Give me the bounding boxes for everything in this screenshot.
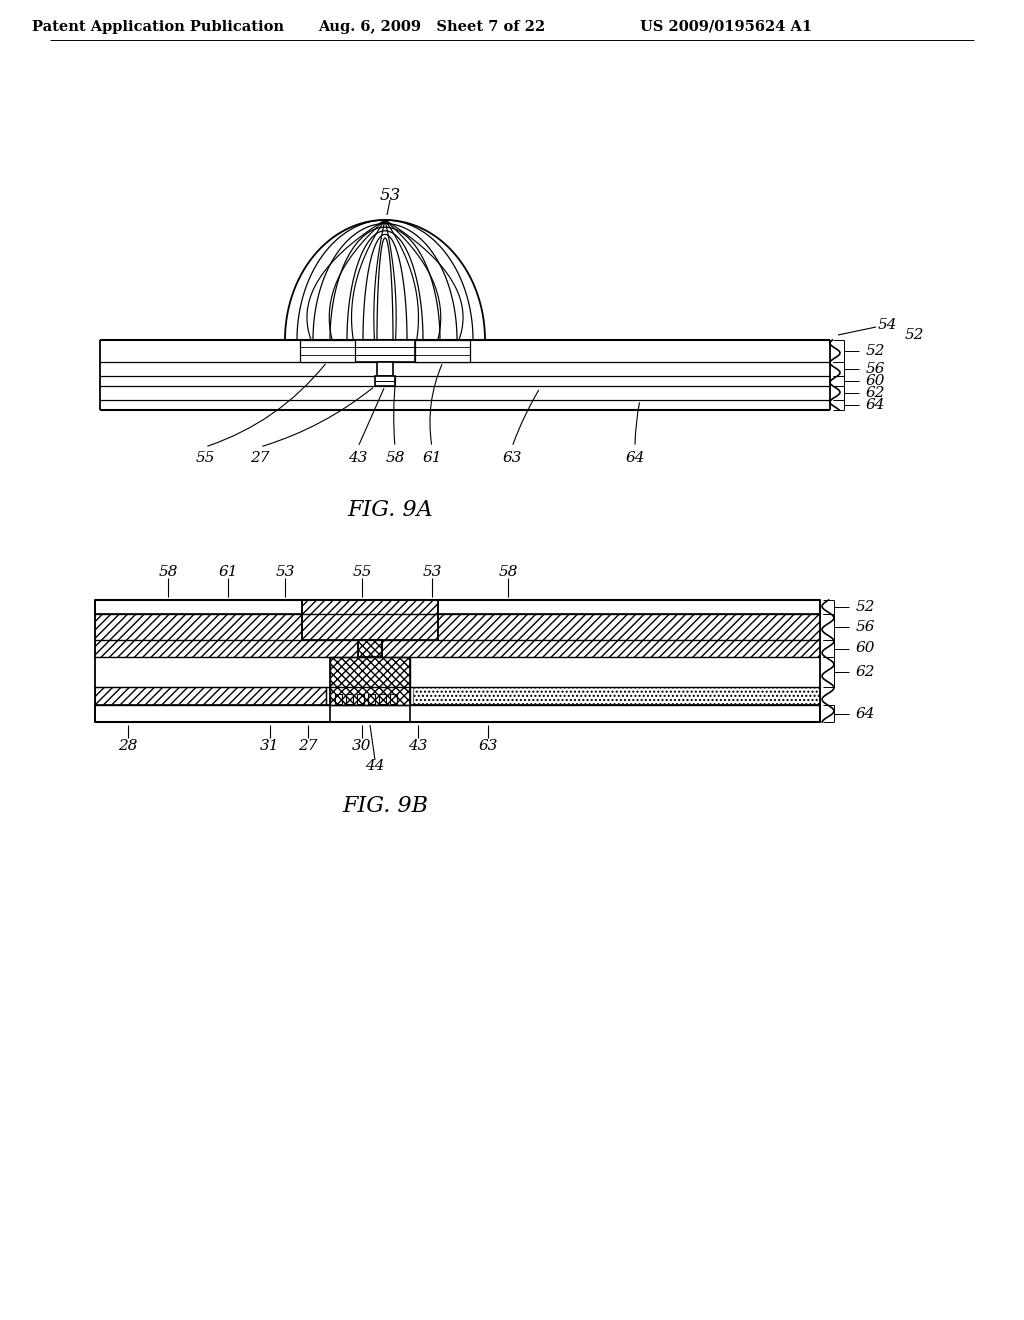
- Text: 60: 60: [856, 642, 876, 656]
- Text: 62: 62: [866, 385, 886, 400]
- Text: 28: 28: [118, 739, 138, 752]
- Text: 64: 64: [626, 451, 645, 465]
- Text: 64: 64: [856, 706, 876, 721]
- Bar: [335, 694, 342, 704]
- Text: FIG. 9B: FIG. 9B: [342, 795, 428, 817]
- Text: 55: 55: [352, 565, 372, 579]
- Text: FIG. 9A: FIG. 9A: [347, 499, 433, 521]
- Text: 53: 53: [422, 565, 441, 579]
- Text: 55: 55: [196, 451, 215, 465]
- Text: 60: 60: [866, 374, 886, 388]
- Text: 56: 56: [866, 362, 886, 376]
- Text: 63: 63: [502, 451, 522, 465]
- Bar: [379, 694, 386, 704]
- Bar: [375, 376, 395, 385]
- Text: 61: 61: [422, 451, 441, 465]
- Text: 53: 53: [275, 565, 295, 579]
- Text: 27: 27: [250, 451, 269, 465]
- Text: 31: 31: [260, 739, 280, 752]
- Text: 27: 27: [298, 739, 317, 752]
- Text: Patent Application Publication: Patent Application Publication: [32, 20, 284, 34]
- Text: 58: 58: [159, 565, 178, 579]
- Text: 63: 63: [478, 739, 498, 752]
- Bar: [302, 601, 438, 640]
- Bar: [390, 694, 397, 704]
- Text: 58: 58: [385, 451, 404, 465]
- Text: 43: 43: [409, 739, 428, 752]
- Text: 61: 61: [218, 565, 238, 579]
- Bar: [413, 686, 820, 705]
- Bar: [300, 341, 355, 362]
- Text: 52: 52: [856, 601, 876, 614]
- Bar: [346, 694, 353, 704]
- Bar: [330, 657, 410, 705]
- Bar: [95, 686, 326, 705]
- Bar: [368, 694, 375, 704]
- Bar: [415, 341, 470, 362]
- Bar: [95, 705, 820, 722]
- Bar: [438, 614, 820, 640]
- Text: 52: 52: [866, 345, 886, 358]
- Bar: [95, 614, 302, 640]
- Text: 64: 64: [866, 399, 886, 412]
- Text: 62: 62: [856, 665, 876, 678]
- Bar: [358, 640, 382, 657]
- Bar: [382, 640, 820, 657]
- Text: 56: 56: [856, 620, 876, 634]
- Text: US 2009/0195624 A1: US 2009/0195624 A1: [640, 20, 812, 34]
- Bar: [377, 362, 393, 376]
- Text: Aug. 6, 2009   Sheet 7 of 22: Aug. 6, 2009 Sheet 7 of 22: [318, 20, 546, 34]
- Text: 44: 44: [366, 759, 385, 774]
- Text: 54: 54: [878, 318, 897, 333]
- Text: 53: 53: [379, 186, 400, 203]
- Bar: [95, 640, 358, 657]
- Text: 52: 52: [905, 327, 925, 342]
- Bar: [357, 694, 364, 704]
- Text: 43: 43: [348, 451, 368, 465]
- Bar: [95, 601, 820, 614]
- Text: 30: 30: [352, 739, 372, 752]
- Bar: [355, 341, 415, 362]
- Text: 58: 58: [499, 565, 518, 579]
